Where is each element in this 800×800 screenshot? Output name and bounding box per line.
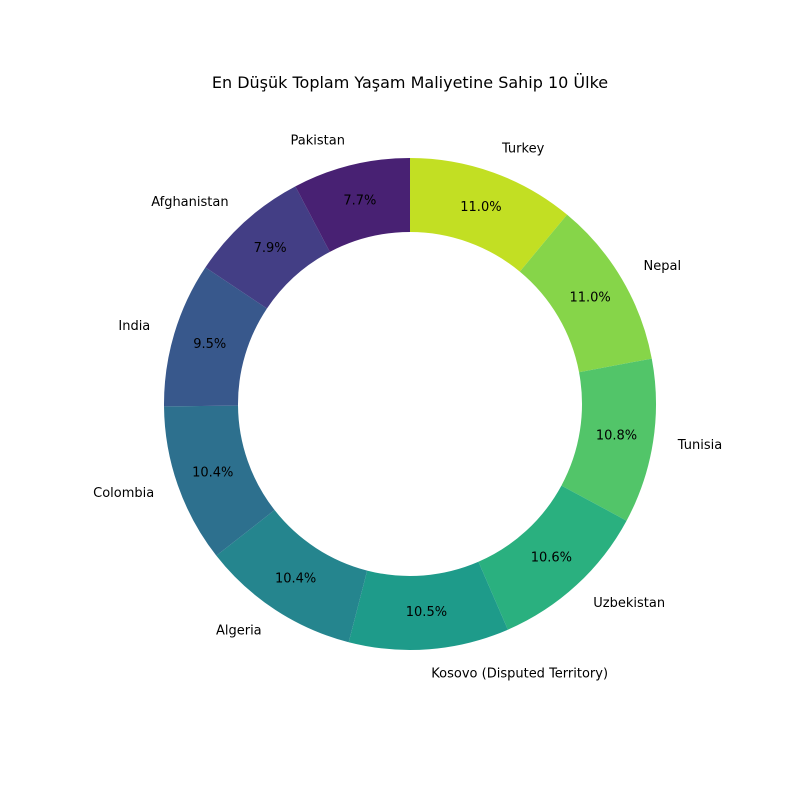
donut-slices xyxy=(163,158,656,650)
slice-tunisia xyxy=(561,358,656,521)
slice-india xyxy=(163,267,267,407)
slice-algeria xyxy=(216,510,368,643)
slice-pakistan xyxy=(295,158,410,252)
slice-uzbekistan xyxy=(478,485,627,630)
percent-label-colombia: 10.4% xyxy=(192,466,233,481)
category-label-colombia: Colombia xyxy=(93,486,154,501)
percent-label-algeria: 10.4% xyxy=(275,571,316,586)
category-label-tunisia: Tunisia xyxy=(677,438,722,453)
category-label-india: India xyxy=(118,319,150,334)
chart-title: En Düşük Toplam Yaşam Maliyetine Sahip 1… xyxy=(212,73,608,92)
category-label-pakistan: Pakistan xyxy=(291,133,345,148)
slice-afghanistan xyxy=(205,186,330,309)
percent-label-nepal: 11.0% xyxy=(569,290,610,305)
slice-kosovo-disputed-territory xyxy=(348,561,508,650)
percent-label-afghanistan: 7.9% xyxy=(254,241,287,256)
category-label-nepal: Nepal xyxy=(644,259,682,274)
category-label-turkey: Turkey xyxy=(501,142,545,157)
percent-label-kosovo-disputed-territory: 10.5% xyxy=(406,605,447,620)
slice-colombia xyxy=(164,405,275,556)
category-label-kosovo-disputed-territory: Kosovo (Disputed Territory) xyxy=(431,667,608,682)
percent-label-pakistan: 7.7% xyxy=(343,194,376,209)
category-label-algeria: Algeria xyxy=(216,623,262,638)
slice-turkey xyxy=(410,158,568,272)
category-label-afghanistan: Afghanistan xyxy=(151,195,228,210)
slice-nepal xyxy=(519,214,652,373)
percent-label-turkey: 11.0% xyxy=(460,200,501,215)
category-label-uzbekistan: Uzbekistan xyxy=(593,596,665,611)
percent-label-tunisia: 10.8% xyxy=(596,429,637,444)
donut-labels: Turkey 11.0% Nepal 11.0% Tunisia 10.8% Uzbekis… xyxy=(93,133,722,681)
percent-label-uzbekistan: 10.6% xyxy=(531,550,572,565)
percent-label-india: 9.5% xyxy=(193,337,226,352)
